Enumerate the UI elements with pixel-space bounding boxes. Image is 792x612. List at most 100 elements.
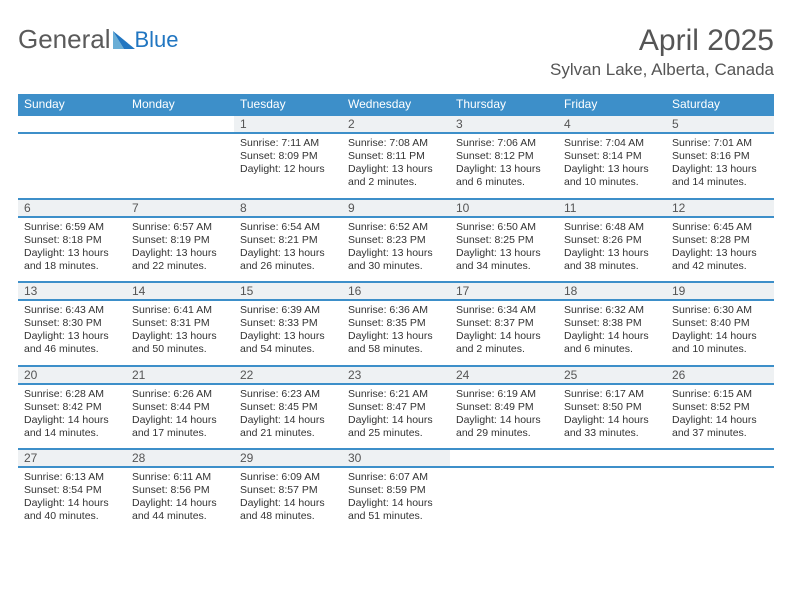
day-number-cell: 12 — [666, 199, 774, 217]
daylight: Daylight: 14 hours and 33 minutes. — [564, 414, 660, 440]
day-number-cell: 4 — [558, 115, 666, 133]
daylight: Daylight: 14 hours and 2 minutes. — [456, 330, 552, 356]
day-number-cell — [666, 449, 774, 467]
sunrise: Sunrise: 7:11 AM — [240, 137, 336, 150]
day-number-row: 12345 — [18, 115, 774, 133]
sunset: Sunset: 8:37 PM — [456, 317, 552, 330]
day-number-cell: 17 — [450, 282, 558, 300]
daylight: Daylight: 13 hours and 6 minutes. — [456, 163, 552, 189]
day-body-cell: Sunrise: 6:32 AMSunset: 8:38 PMDaylight:… — [558, 300, 666, 366]
sunrise: Sunrise: 6:28 AM — [24, 388, 120, 401]
day-number-cell: 14 — [126, 282, 234, 300]
sunrise: Sunrise: 6:07 AM — [348, 471, 444, 484]
weekday-header: Friday — [558, 94, 666, 115]
day-number-cell: 28 — [126, 449, 234, 467]
daylight: Daylight: 13 hours and 58 minutes. — [348, 330, 444, 356]
sunrise: Sunrise: 6:50 AM — [456, 221, 552, 234]
weekday-header: Monday — [126, 94, 234, 115]
daylight: Daylight: 14 hours and 21 minutes. — [240, 414, 336, 440]
sunrise: Sunrise: 6:17 AM — [564, 388, 660, 401]
sunset: Sunset: 8:42 PM — [24, 401, 120, 414]
day-body-cell — [18, 133, 126, 199]
sunrise: Sunrise: 6:34 AM — [456, 304, 552, 317]
sunset: Sunset: 8:59 PM — [348, 484, 444, 497]
sunrise: Sunrise: 7:01 AM — [672, 137, 768, 150]
sunset: Sunset: 8:30 PM — [24, 317, 120, 330]
daylight: Daylight: 13 hours and 46 minutes. — [24, 330, 120, 356]
day-number-cell: 8 — [234, 199, 342, 217]
day-body-cell: Sunrise: 7:11 AMSunset: 8:09 PMDaylight:… — [234, 133, 342, 199]
day-number-cell: 22 — [234, 366, 342, 384]
day-number-cell: 7 — [126, 199, 234, 217]
sunrise: Sunrise: 6:39 AM — [240, 304, 336, 317]
sunrise: Sunrise: 6:23 AM — [240, 388, 336, 401]
day-number-row: 27282930 — [18, 449, 774, 467]
sunset: Sunset: 8:38 PM — [564, 317, 660, 330]
sunset: Sunset: 8:21 PM — [240, 234, 336, 247]
daylight: Daylight: 14 hours and 14 minutes. — [24, 414, 120, 440]
day-body-cell: Sunrise: 6:59 AMSunset: 8:18 PMDaylight:… — [18, 217, 126, 283]
calendar-table: Sunday Monday Tuesday Wednesday Thursday… — [18, 94, 774, 532]
day-body-cell: Sunrise: 6:43 AMSunset: 8:30 PMDaylight:… — [18, 300, 126, 366]
day-number-cell: 1 — [234, 115, 342, 133]
daylight: Daylight: 13 hours and 10 minutes. — [564, 163, 660, 189]
daylight: Daylight: 14 hours and 25 minutes. — [348, 414, 444, 440]
daylight: Daylight: 14 hours and 40 minutes. — [24, 497, 120, 523]
sunrise: Sunrise: 6:15 AM — [672, 388, 768, 401]
sunrise: Sunrise: 6:54 AM — [240, 221, 336, 234]
day-number-cell: 21 — [126, 366, 234, 384]
day-body-cell: Sunrise: 6:28 AMSunset: 8:42 PMDaylight:… — [18, 384, 126, 450]
day-body-cell: Sunrise: 6:30 AMSunset: 8:40 PMDaylight:… — [666, 300, 774, 366]
daylight: Daylight: 14 hours and 51 minutes. — [348, 497, 444, 523]
day-number-cell: 25 — [558, 366, 666, 384]
day-body-cell: Sunrise: 7:08 AMSunset: 8:11 PMDaylight:… — [342, 133, 450, 199]
logo-triangle-icon — [113, 31, 135, 49]
daylight: Daylight: 13 hours and 50 minutes. — [132, 330, 228, 356]
daylight: Daylight: 14 hours and 10 minutes. — [672, 330, 768, 356]
day-number-row: 20212223242526 — [18, 366, 774, 384]
header: General Blue April 2025 Sylvan Lake, Alb… — [18, 24, 774, 80]
day-number-cell: 18 — [558, 282, 666, 300]
daylight: Daylight: 14 hours and 6 minutes. — [564, 330, 660, 356]
sunset: Sunset: 8:49 PM — [456, 401, 552, 414]
logo: General Blue — [18, 24, 179, 55]
day-number-cell — [450, 449, 558, 467]
day-body-cell: Sunrise: 6:50 AMSunset: 8:25 PMDaylight:… — [450, 217, 558, 283]
sunrise: Sunrise: 7:04 AM — [564, 137, 660, 150]
day-number-cell: 5 — [666, 115, 774, 133]
day-body-cell: Sunrise: 6:52 AMSunset: 8:23 PMDaylight:… — [342, 217, 450, 283]
day-body-row: Sunrise: 6:59 AMSunset: 8:18 PMDaylight:… — [18, 217, 774, 283]
sunrise: Sunrise: 6:26 AM — [132, 388, 228, 401]
day-number-cell — [126, 115, 234, 133]
daylight: Daylight: 13 hours and 2 minutes. — [348, 163, 444, 189]
daylight: Daylight: 14 hours and 48 minutes. — [240, 497, 336, 523]
weekday-header: Sunday — [18, 94, 126, 115]
sunset: Sunset: 8:50 PM — [564, 401, 660, 414]
daylight: Daylight: 13 hours and 26 minutes. — [240, 247, 336, 273]
day-number-cell: 27 — [18, 449, 126, 467]
day-number-row: 13141516171819 — [18, 282, 774, 300]
day-body-row: Sunrise: 6:13 AMSunset: 8:54 PMDaylight:… — [18, 467, 774, 532]
day-body-cell — [558, 467, 666, 532]
daylight: Daylight: 14 hours and 17 minutes. — [132, 414, 228, 440]
day-number-cell: 15 — [234, 282, 342, 300]
sunrise: Sunrise: 6:48 AM — [564, 221, 660, 234]
day-body-cell: Sunrise: 6:41 AMSunset: 8:31 PMDaylight:… — [126, 300, 234, 366]
day-body-cell: Sunrise: 6:13 AMSunset: 8:54 PMDaylight:… — [18, 467, 126, 532]
sunset: Sunset: 8:18 PM — [24, 234, 120, 247]
daylight: Daylight: 13 hours and 22 minutes. — [132, 247, 228, 273]
sunrise: Sunrise: 6:19 AM — [456, 388, 552, 401]
sunset: Sunset: 8:47 PM — [348, 401, 444, 414]
weekday-header: Thursday — [450, 94, 558, 115]
sunset: Sunset: 8:56 PM — [132, 484, 228, 497]
sunset: Sunset: 8:40 PM — [672, 317, 768, 330]
day-number-cell: 10 — [450, 199, 558, 217]
sunrise: Sunrise: 6:57 AM — [132, 221, 228, 234]
month-title: April 2025 — [550, 24, 774, 58]
title-block: April 2025 Sylvan Lake, Alberta, Canada — [550, 24, 774, 80]
daylight: Daylight: 13 hours and 18 minutes. — [24, 247, 120, 273]
day-number-cell: 2 — [342, 115, 450, 133]
day-body-cell: Sunrise: 6:45 AMSunset: 8:28 PMDaylight:… — [666, 217, 774, 283]
sunrise: Sunrise: 6:43 AM — [24, 304, 120, 317]
day-number-cell: 29 — [234, 449, 342, 467]
